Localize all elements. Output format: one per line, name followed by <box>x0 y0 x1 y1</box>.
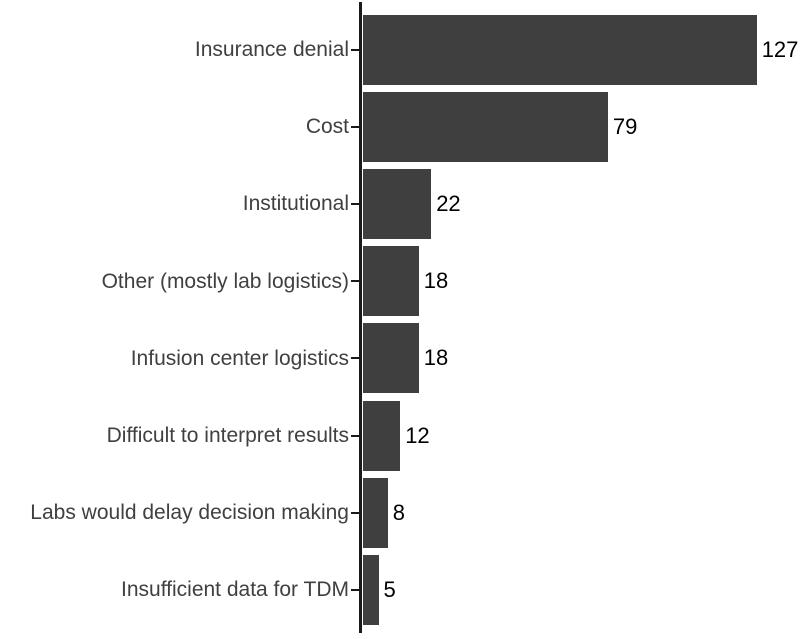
category-label: Labs would delay decision making <box>30 501 349 525</box>
bar <box>363 554 379 625</box>
y-axis-line <box>359 2 362 633</box>
value-label: 22 <box>436 190 461 216</box>
value-label: 5 <box>383 576 396 602</box>
bar-row: Cost 79 <box>0 88 800 165</box>
value-label: 18 <box>423 268 449 294</box>
category-label: Cost <box>305 115 349 139</box>
bar <box>363 91 608 162</box>
bar <box>363 168 432 239</box>
value-label: 8 <box>392 499 406 525</box>
axis-tick <box>351 48 359 51</box>
bar-row: Other (mostly lab logistics) 18 <box>0 243 800 320</box>
axis-tick <box>351 202 359 205</box>
bar-row: Difficult to interpret results 12 <box>0 397 800 474</box>
category-label: Other (mostly lab logistics) <box>101 269 349 293</box>
value-label: 127 <box>761 36 799 62</box>
value-label: 79 <box>612 113 638 139</box>
category-label: Insufficient data for TDM <box>121 578 349 602</box>
category-label: Institutional <box>242 192 349 216</box>
bar-row: Infusion center logistics 18 <box>0 320 800 397</box>
category-label: Insurance denial <box>194 38 349 62</box>
axis-tick <box>351 511 359 514</box>
bar-rows: Insurance denial 127 Cost 79 Institutional 22… <box>0 11 800 629</box>
axis-tick <box>351 125 359 128</box>
bar-row: Labs would delay decision making 8 <box>0 474 800 551</box>
category-label: Infusion center logistics <box>130 346 349 370</box>
value-label: 18 <box>423 345 449 371</box>
bar <box>363 14 757 85</box>
bar <box>363 400 401 471</box>
axis-tick <box>351 280 359 283</box>
bar-row: Insufficient data for TDM 5 <box>0 551 800 628</box>
category-label: Difficult to interpret results <box>106 423 349 447</box>
value-label: 12 <box>405 422 430 448</box>
bar-row: Institutional 22 <box>0 165 800 242</box>
axis-tick <box>351 357 359 360</box>
axis-tick <box>351 588 359 591</box>
bar <box>363 477 388 548</box>
bar <box>363 246 419 317</box>
bar <box>363 323 419 394</box>
axis-tick <box>351 434 359 437</box>
bar-row: Insurance denial 127 <box>0 11 800 88</box>
